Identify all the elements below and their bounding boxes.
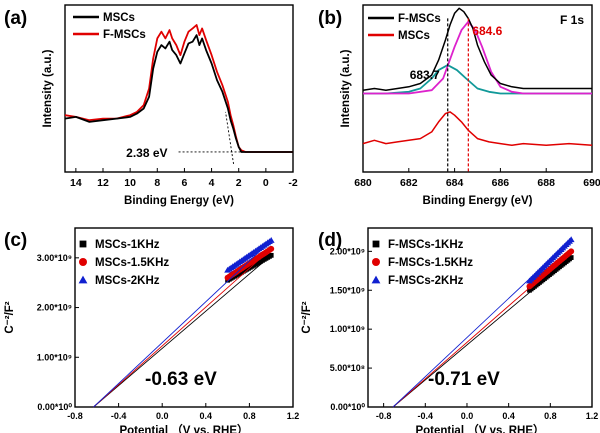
x-tick-label: -0.4 (111, 411, 127, 421)
series-line (362, 111, 593, 147)
x-tick-label: 686 (492, 177, 510, 189)
data-point (567, 236, 575, 243)
onset-slope-line (225, 111, 235, 165)
plot-frame (74, 227, 294, 408)
y-tick-label: 5.00*10⁸ (330, 363, 365, 373)
legend-marker (78, 275, 88, 284)
plot-frame (64, 4, 294, 173)
legend-label: MSCs-1.5KHz (95, 257, 169, 269)
panel-letter: (c) (4, 230, 27, 251)
fit-line (93, 240, 272, 408)
y-tick-label: 2.00*10⁹ (330, 246, 365, 256)
series-group (93, 237, 275, 408)
flatband-potential-label: -0.63 eV (145, 369, 217, 390)
x-axis-title: Binding Energy (eV) (124, 195, 234, 207)
data-point (268, 245, 275, 252)
x-tick-label: 0.8 (243, 411, 256, 421)
legend-marker (372, 240, 380, 248)
x-tick-label: -0.8 (376, 411, 392, 421)
legend-marker (371, 275, 381, 284)
data-point (268, 252, 274, 258)
data-point (568, 248, 575, 255)
legend-label: MSCs-1KHz (95, 239, 160, 251)
y-tick-label: 0.00*10⁰ (330, 402, 365, 412)
y-axis-title: Intensity (a.u.) (340, 49, 352, 127)
x-tick-label: 1.2 (586, 411, 599, 421)
series-group (362, 7, 593, 147)
y-axis-title: C⁻²/F² (301, 301, 313, 333)
y-axis-title: C⁻²/F² (4, 301, 16, 333)
series-line-mscs (64, 34, 293, 153)
legend-label: F-MSCs-1.5KHz (388, 257, 473, 269)
x-tick-label: 0.4 (502, 411, 515, 421)
spectrum-title: F 1s (560, 13, 584, 27)
legend-label: MSCs (398, 30, 430, 42)
x-tick-label: 688 (537, 177, 555, 189)
x-tick-label: 6 (182, 177, 188, 189)
x-tick-label: 8 (154, 177, 160, 189)
fit-line (93, 248, 272, 408)
legend-label: F-MSCs-1KHz (388, 239, 464, 251)
series-group (64, 24, 293, 153)
legend-label: F-MSCs-2KHz (388, 275, 464, 287)
x-axis-title: Potential （V vs. RHE） (415, 423, 544, 433)
y-tick-label: 1.00*10⁹ (37, 352, 72, 362)
legend-label: MSCs-2KHz (95, 275, 160, 287)
x-tick-label: 1.2 (287, 411, 300, 421)
x-tick-label: -0.4 (418, 411, 434, 421)
y-tick-label: 3.00*10⁹ (37, 253, 72, 263)
fit-line (93, 255, 272, 408)
series-group (392, 236, 575, 408)
legend-label: F-MSCs (398, 13, 441, 25)
peak-label-684-6: 684.6 (472, 24, 502, 38)
y-tick-label: 1.50*10⁹ (330, 285, 365, 295)
panel-letter: (d) (318, 230, 342, 251)
x-tick-label: 0.0 (156, 411, 169, 421)
panel-d-mott-schottky: (d) -0.8 -0.4 0.0 0.4 0.8 1.2 Potential （V vs. … (301, 227, 599, 433)
x-tick-label: 2 (236, 177, 242, 189)
x-tick-label: 690 (583, 177, 600, 189)
legend-marker (372, 258, 380, 266)
flatband-potential-label: -0.71 eV (428, 369, 500, 390)
legend-label: MSCs (103, 12, 135, 24)
x-tick-label: 10 (124, 177, 136, 189)
data-point (568, 255, 574, 260)
y-tick-label: 0.00*10⁰ (37, 402, 72, 412)
x-axis-title: Potential （V vs. RHE） (119, 423, 248, 433)
x-tick-label: 0.8 (544, 411, 557, 421)
x-tick-label: 4 (209, 177, 215, 189)
panel-letter: (a) (4, 8, 27, 29)
series-line (363, 20, 592, 95)
y-tick-label: 2.00*10⁹ (37, 303, 72, 313)
x-tick-label: 682 (400, 177, 418, 189)
x-tick-label: 0.4 (200, 411, 213, 421)
y-axis-title: Intensity (a.u.) (42, 49, 54, 127)
panel-letter: (b) (318, 8, 342, 29)
panel-c-mott-schottky: (c) -0.8 -0.4 0.0 0.4 0.8 1.2 Potential （V vs. … (4, 227, 300, 433)
data-point (267, 237, 275, 243)
x-tick-label: 14 (70, 177, 82, 189)
x-tick-label: 0 (263, 177, 269, 189)
panel-b-f1s-spectrum: (b) 680 682 684 686 688 690 Binding Energy (eV)… (318, 4, 600, 207)
x-tick-label: 684 (446, 177, 464, 189)
onset-value-label: 2.38 eV (126, 146, 167, 160)
y-tick-label: 1.00*10⁹ (330, 324, 365, 334)
x-tick-label: -0.8 (67, 411, 83, 421)
x-tick-label: 680 (354, 177, 372, 189)
series-line (362, 7, 592, 91)
x-axis-title: Binding Energy (eV) (423, 195, 533, 207)
legend-label: F-MSCs (103, 29, 146, 41)
peak-label-683-7: 683.7 (410, 68, 440, 82)
legend-marker (79, 258, 87, 266)
x-tick-label: 12 (97, 177, 109, 189)
plot-frame (367, 227, 593, 408)
x-tick-label: -2 (288, 177, 297, 189)
legend-marker (79, 240, 87, 248)
series-line-f-mscs (64, 24, 293, 153)
panel-a-vb-spectrum: (a) 14 12 10 8 6 4 2 0 -2 Binding Energy (eV) Inten… (4, 4, 298, 207)
x-tick-label: 0.0 (461, 411, 474, 421)
